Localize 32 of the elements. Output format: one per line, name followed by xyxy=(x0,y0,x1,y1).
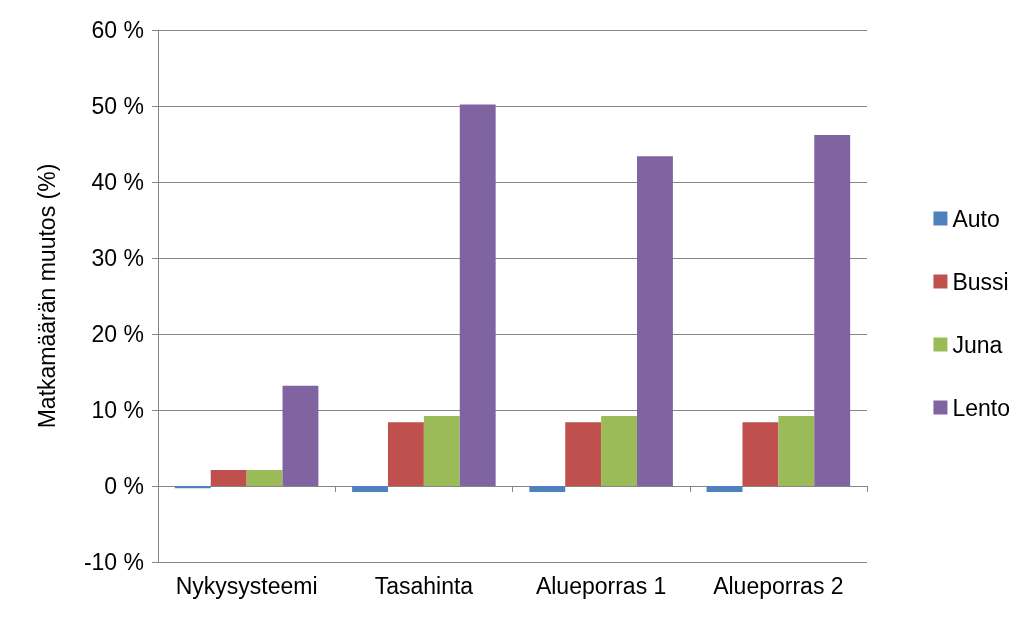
legend-label: Juna xyxy=(952,331,1003,358)
bar xyxy=(637,156,673,486)
y-tick-label: 30 % xyxy=(91,245,144,271)
legend-label: Bussi xyxy=(952,268,1009,295)
y-axis-title: Matkamäärän muutos (%) xyxy=(33,163,60,429)
legend-label: Auto xyxy=(952,205,1000,232)
x-tick-label: Alueporras 1 xyxy=(535,572,667,599)
x-tick-label: Tasahinta xyxy=(374,572,474,599)
y-tick-label: -10 % xyxy=(83,549,144,575)
bar xyxy=(814,134,851,486)
y-tick-label: 50 % xyxy=(91,93,144,119)
bar xyxy=(529,486,566,493)
y-tick-label: 10 % xyxy=(91,397,144,423)
y-tick-label: 20 % xyxy=(91,321,144,347)
bar xyxy=(352,486,388,493)
bar xyxy=(778,416,815,486)
y-tick-label: 40 % xyxy=(91,169,144,195)
bar xyxy=(459,104,496,486)
y-tick-label: 0 % xyxy=(104,473,144,499)
bar xyxy=(601,416,638,486)
bar xyxy=(423,416,460,486)
bar xyxy=(565,422,602,486)
bar xyxy=(282,385,319,486)
bar xyxy=(210,470,247,486)
x-tick-label: Alueporras 2 xyxy=(713,572,844,599)
bar xyxy=(742,422,779,486)
bar xyxy=(246,470,283,486)
bar xyxy=(706,486,743,493)
y-tick-label: 60 % xyxy=(91,17,144,43)
bar xyxy=(387,422,424,486)
legend-label: Lento xyxy=(952,394,1011,421)
x-tick-label: Nykysysteemi xyxy=(175,572,318,599)
